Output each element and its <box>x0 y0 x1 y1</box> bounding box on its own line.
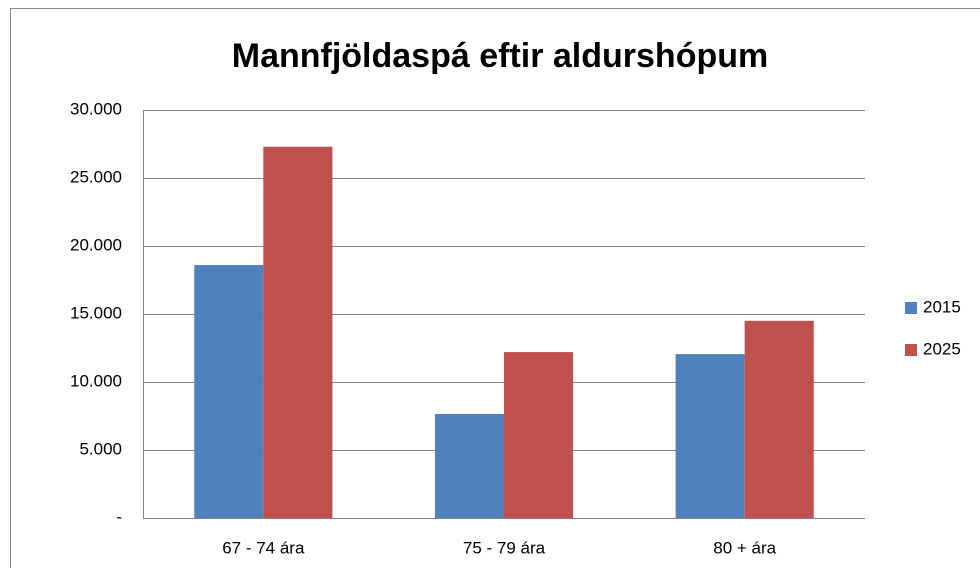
bar <box>263 146 333 518</box>
bar <box>504 352 574 518</box>
bar <box>675 354 745 518</box>
y-tick-label: - <box>116 507 122 526</box>
x-tick-label: 75 - 79 ára <box>463 538 546 557</box>
y-tick-label: 25.000 <box>70 167 122 186</box>
bar <box>434 413 504 518</box>
x-tick-label: 80 + ára <box>713 538 776 557</box>
legend-swatch <box>905 302 917 314</box>
x-tick-label: 67 - 74 ára <box>222 538 305 557</box>
legend-swatch <box>905 344 917 356</box>
bar <box>194 265 264 518</box>
y-tick-label: 30.000 <box>70 99 122 118</box>
y-tick-label: 20.000 <box>70 235 122 254</box>
legend-label: 2015 <box>923 297 961 316</box>
chart-title: Mannfjöldaspá eftir aldurshópum <box>232 37 768 75</box>
bar <box>744 320 814 518</box>
legend-label: 2025 <box>923 339 961 358</box>
y-tick-label: 10.000 <box>70 371 122 390</box>
y-tick-label: 5.000 <box>79 439 122 458</box>
y-tick-label: 15.000 <box>70 303 122 322</box>
